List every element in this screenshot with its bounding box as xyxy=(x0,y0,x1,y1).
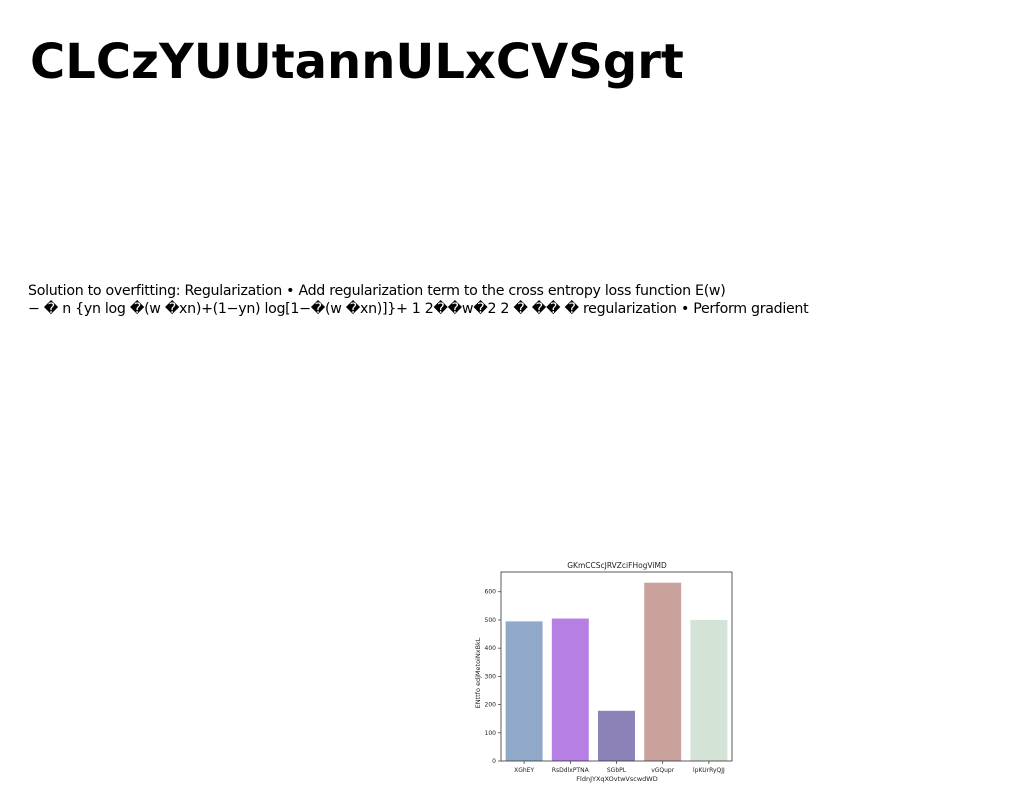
slide-body-text: Solution to overfitting: Regularization … xyxy=(28,282,809,318)
chart-x-tick-label: SGbPL xyxy=(607,767,627,774)
body-text-line: Solution to overfitting: Regularization … xyxy=(28,283,726,299)
chart-bar xyxy=(644,582,682,761)
bar-chart: GKmCCScJRVZciFHogViMD FldnJYXqXOvtwVscwd… xyxy=(474,561,733,783)
chart-y-tick-label: 200 xyxy=(485,702,497,709)
chart-x-tick-label: lpKUrRyQJJ xyxy=(693,767,725,774)
chart-y-axis-label: ENttfo edjMetoiNxBkL xyxy=(474,637,482,708)
chart-plot-frame xyxy=(500,571,733,762)
chart-y-tick-label: 500 xyxy=(485,617,497,624)
chart-y-tick-label: 100 xyxy=(485,730,497,737)
chart-y-tick-label: 600 xyxy=(485,589,497,596)
chart-y-tick-label: 400 xyxy=(485,645,497,652)
chart-bar xyxy=(505,621,543,761)
chart-x-tick-label: RsDdlxPTNA xyxy=(552,767,590,774)
chart-bar xyxy=(690,619,728,761)
chart-x-tick-label: XGhEY xyxy=(514,767,534,774)
chart-x-axis-label: FldnJYXqXOvtwVscwdWD xyxy=(576,775,657,783)
chart-y-tick-label: 0 xyxy=(492,758,496,765)
chart-y-tick-label: 300 xyxy=(485,673,497,680)
slide-title: CLCzYUUtannULxCVSgrt xyxy=(30,34,684,90)
bar-chart-figure: GKmCCScJRVZciFHogViMD FldnJYXqXOvtwVscwd… xyxy=(466,556,742,788)
chart-bar xyxy=(598,710,635,761)
chart-x-tick-label: vGQupr xyxy=(651,767,675,774)
chart-bar xyxy=(551,618,589,761)
chart-title: GKmCCScJRVZciFHogViMD xyxy=(567,561,667,570)
body-text-line: − � n {yn log �(w �xn)+(1−yn) log[1−�(w … xyxy=(28,301,809,317)
